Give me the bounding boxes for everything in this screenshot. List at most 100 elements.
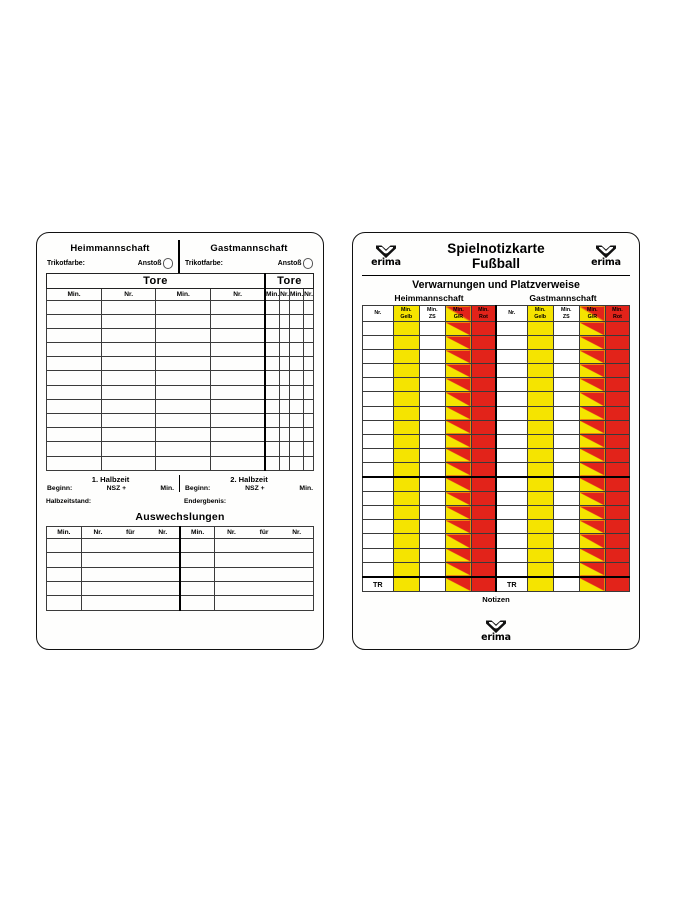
goals-cell[interactable] — [303, 370, 314, 386]
referee-team-label-home[interactable]: TR — [362, 576, 394, 592]
subs-cell[interactable] — [178, 580, 216, 597]
cautions-cell-rot[interactable] — [470, 519, 497, 535]
cautions-cell-nr[interactable] — [362, 547, 394, 563]
goals-cell[interactable] — [279, 455, 290, 471]
cautions-cell-nr[interactable] — [494, 447, 528, 463]
cautions-row[interactable] — [362, 533, 631, 549]
goals-cell[interactable] — [45, 427, 103, 443]
cautions-cell-rot[interactable] — [470, 505, 497, 521]
goals-cell[interactable] — [45, 342, 103, 358]
cautions-cell-rot[interactable] — [604, 335, 631, 351]
cautions-cell-gr[interactable] — [578, 391, 606, 407]
goals-cell[interactable] — [264, 342, 281, 358]
cautions-cell-gr[interactable] — [578, 349, 606, 365]
cautions-cell-rot[interactable] — [604, 377, 631, 393]
goals-cell[interactable] — [264, 441, 281, 457]
goals-cell[interactable] — [288, 313, 305, 329]
cautions-cell-zs[interactable] — [418, 476, 446, 493]
cautions-cell-gr[interactable] — [578, 377, 606, 393]
cautions-cell-rot[interactable] — [470, 447, 497, 463]
cautions-row[interactable] — [362, 505, 631, 521]
cautions-cell-gelb[interactable] — [392, 391, 420, 407]
cautions-row[interactable] — [362, 476, 631, 493]
cautions-cell-rot[interactable] — [470, 320, 497, 337]
subs-cell[interactable] — [178, 537, 216, 554]
cautions-cell-nr[interactable] — [494, 561, 528, 578]
cautions-cell-rot[interactable] — [604, 405, 631, 421]
goals-cell[interactable] — [279, 370, 290, 386]
cautions-tr-cell-rot[interactable] — [604, 576, 631, 592]
cautions-cell-gelb[interactable] — [526, 533, 554, 549]
cautions-cell-nr[interactable] — [362, 377, 394, 393]
goals-cell[interactable] — [210, 412, 266, 429]
cautions-cell-gr[interactable] — [444, 335, 472, 351]
referee-team-label-guest[interactable]: TR — [494, 576, 528, 592]
cautions-cell-rot[interactable] — [470, 335, 497, 351]
cautions-cell-rot[interactable] — [470, 363, 497, 379]
goals-cell[interactable] — [279, 427, 290, 443]
cautions-cell-zs[interactable] — [418, 447, 446, 463]
cautions-cell-gelb[interactable] — [392, 349, 420, 365]
goals-cell[interactable] — [101, 313, 157, 329]
cautions-cell-gr[interactable] — [444, 561, 472, 578]
cautions-cell-rot[interactable] — [604, 320, 631, 337]
cautions-cell-gr[interactable] — [444, 547, 472, 563]
subs-cell[interactable] — [178, 595, 216, 611]
goals-cell[interactable] — [101, 427, 157, 443]
cautions-cell-rot[interactable] — [604, 363, 631, 379]
cautions-cell-zs[interactable] — [418, 491, 446, 507]
goals-cell[interactable] — [288, 370, 305, 386]
cautions-cell-nr[interactable] — [362, 533, 394, 549]
cautions-cell-gr[interactable] — [444, 491, 472, 507]
cautions-row[interactable] — [362, 491, 631, 507]
subs-cell[interactable] — [46, 566, 82, 582]
cautions-cell-nr[interactable] — [494, 547, 528, 563]
goals-cell[interactable] — [303, 313, 314, 329]
goals-cell[interactable] — [264, 455, 281, 471]
goals-cell[interactable] — [101, 356, 157, 372]
cautions-cell-gelb[interactable] — [392, 561, 420, 578]
subs-row[interactable] — [46, 595, 314, 611]
goals-cell[interactable] — [210, 384, 266, 400]
cautions-cell-gr[interactable] — [444, 533, 472, 549]
subs-cell[interactable] — [178, 566, 216, 582]
goals-row[interactable] — [45, 384, 314, 400]
goals-cell[interactable] — [45, 299, 103, 315]
cautions-cell-gelb[interactable] — [392, 447, 420, 463]
cautions-cell-zs[interactable] — [552, 419, 580, 435]
goals-cell[interactable] — [101, 327, 157, 344]
goals-cell[interactable] — [279, 313, 290, 329]
goals-cell[interactable] — [279, 384, 290, 400]
goals-cell[interactable] — [101, 455, 157, 471]
goals-cell[interactable] — [210, 299, 266, 315]
cautions-cell-zs[interactable] — [552, 363, 580, 379]
cautions-cell-zs[interactable] — [418, 461, 446, 479]
cautions-cell-zs[interactable] — [418, 533, 446, 549]
goals-cell[interactable] — [288, 441, 305, 457]
goals-row[interactable] — [45, 313, 314, 329]
cautions-row[interactable] — [362, 561, 631, 578]
goals-cell[interactable] — [45, 313, 103, 329]
cautions-tr-cell-gelb[interactable] — [526, 576, 554, 592]
goals-cell[interactable] — [155, 441, 212, 457]
goals-table[interactable]: Tore Tore Min. Nr. Min. Nr. Min. Nr. Min… — [45, 272, 314, 471]
cautions-cell-nr[interactable] — [362, 433, 394, 449]
cautions-cell-rot[interactable] — [604, 433, 631, 449]
goals-row[interactable] — [45, 342, 314, 358]
goals-cell[interactable] — [210, 342, 266, 358]
cautions-cell-gr[interactable] — [444, 433, 472, 449]
cautions-cell-gelb[interactable] — [392, 419, 420, 435]
goals-cell[interactable] — [264, 384, 281, 400]
cautions-cell-gelb[interactable] — [526, 519, 554, 535]
cautions-cell-nr[interactable] — [362, 476, 394, 493]
cautions-cell-rot[interactable] — [470, 391, 497, 407]
cautions-cell-gelb[interactable] — [392, 335, 420, 351]
cautions-cell-gr[interactable] — [444, 505, 472, 521]
subs-rows-body[interactable] — [46, 537, 314, 611]
cautions-cell-rot[interactable] — [604, 505, 631, 521]
cautions-cell-rot[interactable] — [604, 476, 631, 493]
cautions-cell-rot[interactable] — [604, 533, 631, 549]
goals-cell[interactable] — [101, 441, 157, 457]
goals-cell[interactable] — [264, 356, 281, 372]
cautions-cell-zs[interactable] — [418, 547, 446, 563]
